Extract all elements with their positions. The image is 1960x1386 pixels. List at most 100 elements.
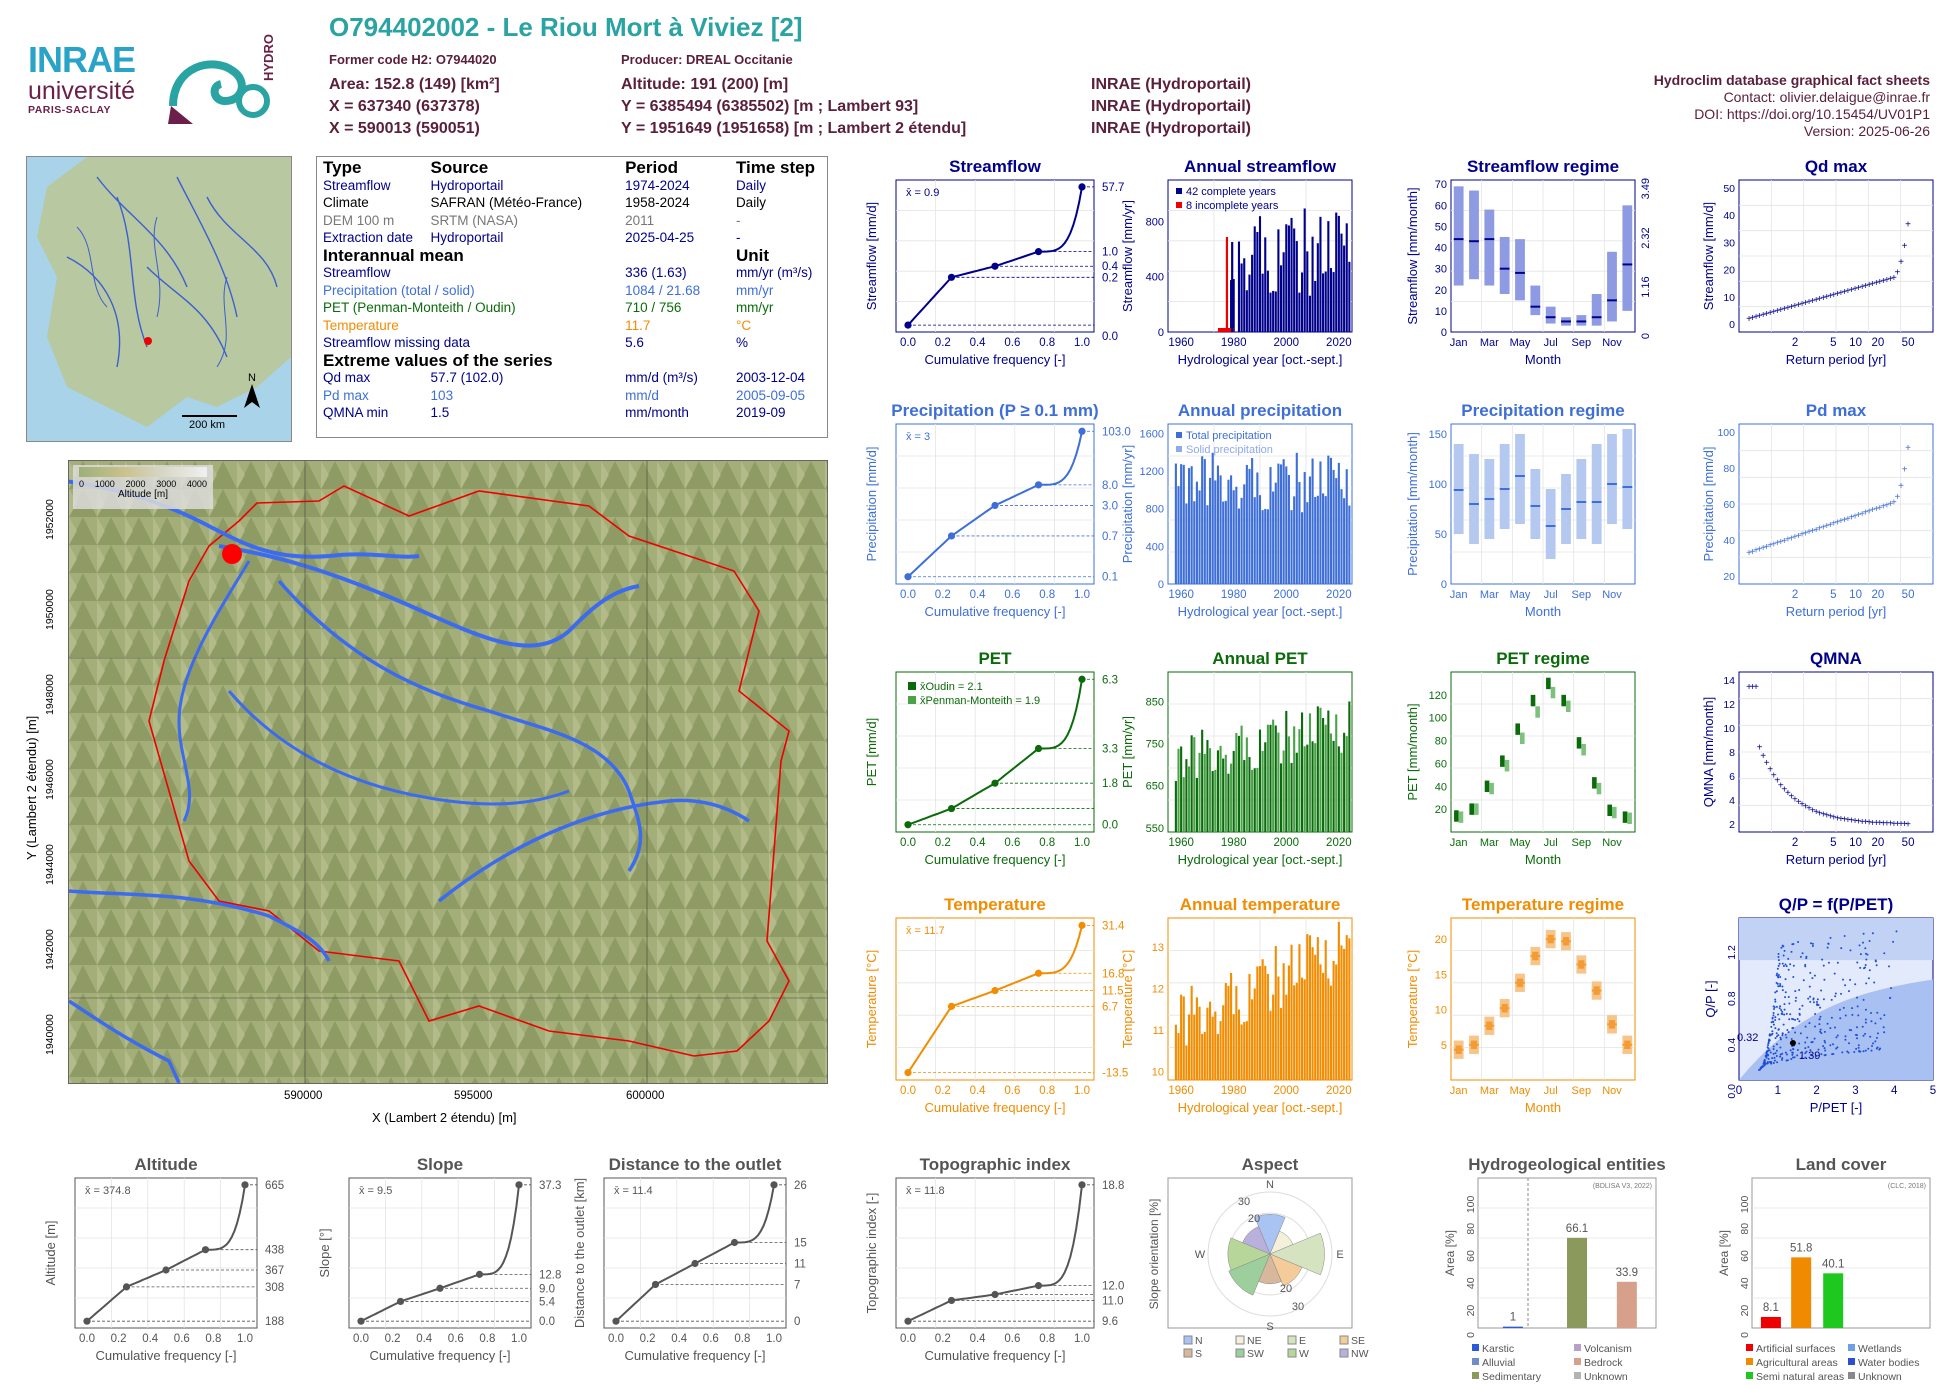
scatter-point: [1848, 1028, 1851, 1031]
annual-bar: [1256, 472, 1259, 584]
return-period-point: +: [1771, 307, 1777, 318]
unit-title: Unit: [735, 245, 769, 265]
cell: 2003-12-04: [735, 370, 805, 385]
mean-annotation-slope: x̄ = 9.5: [359, 1185, 392, 1197]
return-period-point: +: [1884, 275, 1890, 286]
cell: SRTM (NASA): [430, 212, 519, 228]
regime-box-oudin: [1561, 694, 1566, 707]
scatter-point: [1778, 1007, 1781, 1010]
cell: mm/yr: [735, 300, 774, 315]
annual-bar: [1240, 263, 1243, 332]
annual-bar: [1206, 740, 1209, 832]
regime-box: [1530, 469, 1541, 539]
x-tick-label: 1960: [1168, 1085, 1194, 1097]
return-period-point: +: [1820, 293, 1826, 304]
annual-bar: [1177, 1033, 1180, 1080]
scatter-point: [1792, 964, 1795, 967]
scatter-point: [1851, 1007, 1854, 1010]
x-tick-label: 0.2: [385, 1333, 401, 1345]
annual-bar: [1345, 223, 1348, 332]
month-tick-label: Nov: [1602, 837, 1622, 849]
return-period-point: +: [1778, 780, 1784, 791]
return-period-point: +: [1781, 304, 1787, 315]
return-period-point: +: [1750, 313, 1756, 324]
x-tick-label: 0.2: [935, 1333, 951, 1345]
return-period-point: +: [1845, 815, 1851, 826]
legend-label: Unknown: [1584, 1371, 1628, 1383]
x-tick-label: 1960: [1168, 589, 1194, 601]
scatter-point: [1796, 1018, 1799, 1021]
cell: -: [735, 230, 741, 245]
legend-label: Sedimentary: [1482, 1371, 1542, 1383]
legend-tick: 1000: [94, 479, 115, 489]
annual-bar: [1293, 726, 1296, 832]
annual-bar: [1306, 502, 1309, 584]
y-axis-label-streamflow: Streamflow [mm/d]: [864, 202, 879, 310]
y-tick-label: 60: [1435, 200, 1447, 212]
annual-bar: [1329, 985, 1333, 1080]
legend-swatch: [1235, 1335, 1245, 1345]
annual-bar: [1211, 1016, 1214, 1080]
annual-bar: [1287, 965, 1290, 1080]
scatter-point: [1857, 1044, 1860, 1047]
scatter-point: [1824, 1049, 1827, 1052]
chart-title-temperature: Temperature: [944, 895, 1046, 914]
rose-petal: [1269, 1232, 1325, 1276]
scatter-point: [1783, 1013, 1786, 1016]
scatter-point: [1868, 940, 1871, 943]
month-tick-label: Jul: [1544, 1085, 1558, 1097]
annual-bar: [1337, 921, 1340, 1080]
return-period-point: +: [1905, 443, 1911, 454]
month-tick-label: May: [1510, 1085, 1531, 1097]
x-tick-label: 5: [1830, 837, 1836, 849]
y-tick-label: 1600: [1140, 428, 1164, 440]
scatter-point: [1876, 1032, 1879, 1035]
annual-bar: [1266, 270, 1269, 332]
right-tick-label: 2.32: [1640, 227, 1652, 248]
regime-box: [1484, 209, 1495, 286]
scatter-point: [1848, 1042, 1851, 1045]
y-tick-label: 0: [1158, 327, 1164, 339]
scatter-point: [1767, 1044, 1770, 1047]
scatter-point: [1883, 1031, 1886, 1034]
north-arrow-icon: N: [242, 372, 262, 412]
annual-bar: [1329, 457, 1333, 584]
annual-bar: [1198, 752, 1201, 832]
annual-bar: [1340, 752, 1343, 832]
annual-bar: [1348, 701, 1351, 832]
return-period-point: +: [1827, 520, 1833, 531]
scale-bar: [182, 415, 237, 417]
cell: 5.6: [625, 335, 644, 350]
return-period-point: +: [1870, 505, 1876, 516]
annual-bar: [1290, 944, 1293, 1080]
cell: Hydroportail: [430, 230, 504, 245]
annual-bar: [1195, 997, 1198, 1080]
scatter-point: [1832, 1043, 1835, 1046]
annual-bar: [1251, 769, 1254, 832]
scatter-point: [1773, 1007, 1776, 1010]
scatter-point: [1783, 949, 1786, 952]
right-tick-label: 37.3: [539, 1180, 561, 1192]
scatter-point: [1833, 972, 1836, 975]
chart-title-pd_max: Pd max: [1806, 401, 1867, 420]
x-axis-label-streamflow: Cumulative frequency [-]: [925, 352, 1066, 367]
return-period-point: +: [1817, 524, 1823, 535]
annual-bar: [1340, 233, 1343, 332]
doi-link[interactable]: DOI: https://doi.org/10.15454/UV01P1: [1694, 106, 1930, 122]
regime-box: [1515, 434, 1525, 524]
annual-bar: [1282, 252, 1285, 332]
scatter-point: [1769, 1061, 1772, 1064]
scatter-point: [1869, 1035, 1872, 1038]
return-period-point: +: [1767, 765, 1773, 776]
x-tick-label: 10: [1849, 337, 1862, 349]
scatter-point: [1766, 1046, 1769, 1049]
scatter-point: [1783, 1008, 1786, 1011]
annual-bar: [1306, 934, 1309, 1080]
quantile-point: [1034, 744, 1043, 753]
col-source: Source: [430, 158, 489, 177]
regime-box: [1622, 429, 1633, 529]
right-tick-label: 0.7: [1102, 531, 1118, 543]
annual-bar: [1348, 261, 1351, 332]
return-period-point: +: [1842, 287, 1848, 298]
scatter-point: [1811, 944, 1814, 947]
